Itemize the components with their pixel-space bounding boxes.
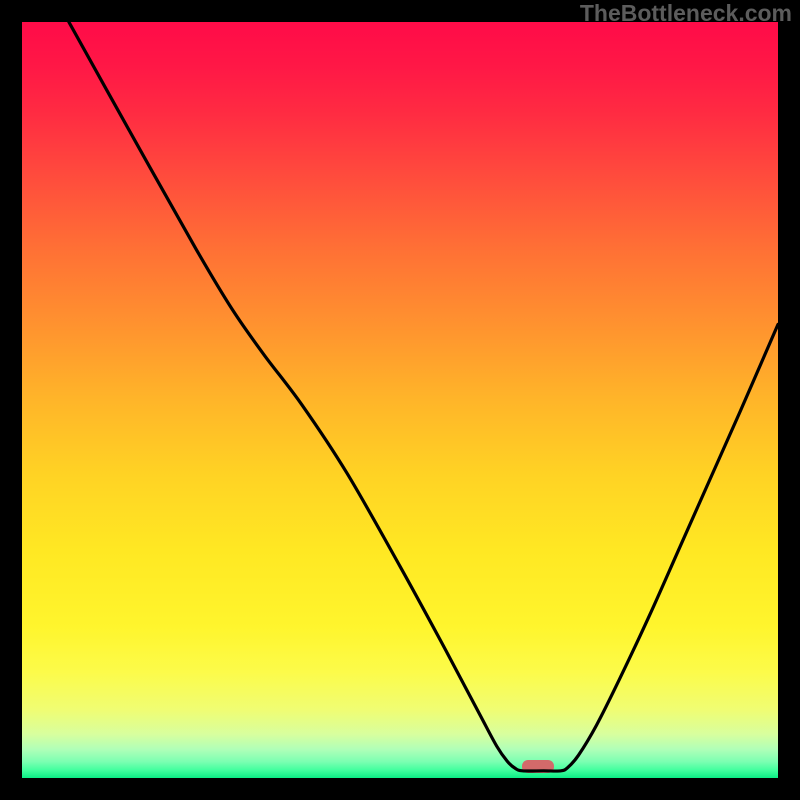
watermark-label: TheBottleneck.com — [580, 0, 792, 27]
plot-area — [22, 22, 778, 778]
chart-frame: TheBottleneck.com — [0, 0, 800, 800]
bottleneck-curve — [22, 22, 778, 778]
